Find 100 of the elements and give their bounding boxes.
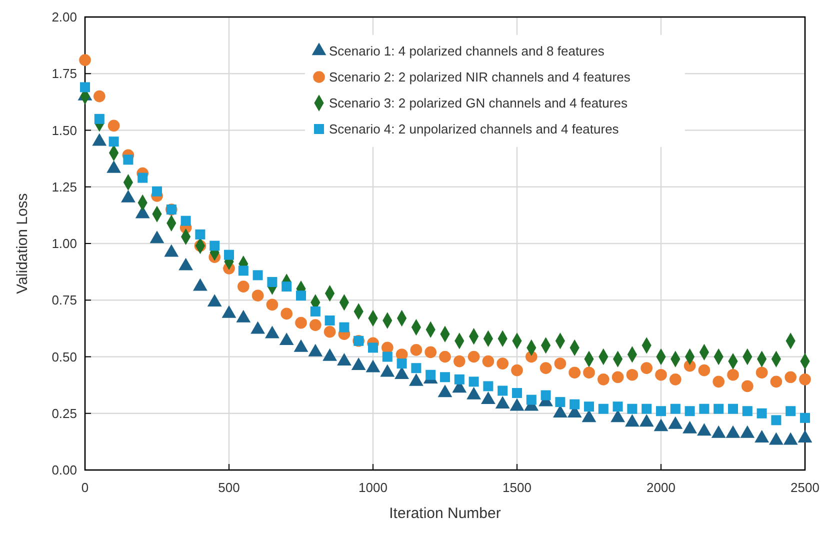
- point: [79, 54, 91, 66]
- point: [94, 114, 104, 124]
- point: [310, 306, 320, 316]
- point: [368, 342, 378, 353]
- y-tick-label: 0.50: [52, 349, 77, 364]
- point: [468, 350, 480, 363]
- point: [626, 368, 638, 381]
- point: [540, 390, 551, 400]
- x-tick-label: 500: [218, 480, 240, 495]
- point: [195, 229, 206, 240]
- point: [598, 404, 608, 414]
- point: [439, 350, 451, 363]
- legend-label: Scenario 3: 2 polarized GN channels and 4 features: [329, 96, 628, 111]
- point: [771, 415, 782, 426]
- point: [468, 376, 479, 387]
- point: [210, 240, 220, 251]
- point: [786, 406, 796, 416]
- point: [483, 381, 494, 392]
- point: [555, 397, 566, 408]
- point: [266, 298, 278, 311]
- point: [382, 352, 392, 362]
- point: [770, 376, 782, 388]
- point: [152, 186, 162, 196]
- point: [138, 172, 148, 183]
- y-tick-label: 1.25: [52, 179, 77, 194]
- point: [296, 290, 306, 301]
- point: [714, 404, 724, 414]
- point: [568, 366, 581, 379]
- point: [800, 412, 810, 423]
- point: [554, 358, 566, 370]
- point: [224, 250, 234, 260]
- point: [482, 355, 494, 368]
- point: [123, 154, 134, 165]
- point: [655, 368, 667, 381]
- point: [799, 373, 811, 386]
- point: [324, 326, 336, 338]
- y-tick-label: 1.50: [52, 122, 77, 138]
- point: [396, 358, 407, 369]
- point: [237, 280, 250, 292]
- point: [526, 394, 536, 405]
- point: [669, 373, 682, 386]
- point: [540, 362, 552, 374]
- y-tick-label: 2.00: [52, 10, 77, 25]
- point: [612, 402, 623, 412]
- y-tick-label: 0.75: [52, 292, 77, 308]
- point: [411, 363, 422, 374]
- point: [670, 404, 680, 414]
- point: [339, 322, 350, 332]
- point: [180, 216, 191, 226]
- point: [440, 372, 450, 382]
- point: [80, 82, 90, 92]
- point: [728, 404, 738, 414]
- point: [642, 404, 652, 414]
- point: [280, 308, 293, 320]
- point: [424, 346, 437, 358]
- point: [512, 388, 522, 398]
- point: [612, 371, 624, 384]
- point: [627, 404, 638, 414]
- point: [282, 282, 292, 292]
- x-tick-label: 1500: [502, 480, 532, 495]
- point: [583, 366, 595, 379]
- x-tick-label: 2500: [790, 480, 820, 495]
- x-tick-label: 0: [81, 480, 89, 495]
- y-tick-label: 0.25: [52, 406, 77, 421]
- point: [295, 316, 307, 329]
- point: [108, 136, 119, 147]
- point: [742, 406, 752, 416]
- point: [741, 380, 754, 392]
- point: [756, 408, 767, 418]
- point: [584, 402, 594, 412]
- point: [698, 364, 710, 376]
- legend-label: Scenario 2: 2 polarized NIR channels and 4 features: [329, 70, 631, 85]
- x-axis-title: Iteration Number: [389, 505, 501, 522]
- x-tick-label: 2000: [646, 480, 676, 495]
- point: [511, 364, 523, 376]
- legend-label: Scenario 1: 4 polarized channels and 8 features: [329, 44, 605, 59]
- point: [252, 270, 263, 280]
- point: [684, 406, 695, 416]
- point: [570, 399, 580, 410]
- legend-label: Scenario 4: 2 unpolarized channels and 4 features: [329, 122, 620, 137]
- point: [597, 373, 610, 386]
- point: [108, 120, 120, 132]
- point: [238, 266, 248, 276]
- point: [784, 371, 797, 384]
- point: [426, 370, 436, 380]
- point: [756, 366, 768, 379]
- point: [656, 406, 666, 416]
- point: [712, 376, 725, 388]
- point: [267, 277, 278, 288]
- y-axis-title: Validation Loss: [14, 193, 31, 294]
- y-tick-label: 1.75: [52, 66, 77, 82]
- point: [324, 316, 335, 326]
- point: [453, 355, 466, 368]
- point: [640, 362, 653, 374]
- point: [699, 404, 710, 414]
- point: [498, 386, 508, 396]
- point: [309, 319, 322, 331]
- y-tick-label: 0.00: [52, 462, 77, 478]
- x-tick-label: 1000: [358, 480, 388, 495]
- point: [410, 344, 422, 356]
